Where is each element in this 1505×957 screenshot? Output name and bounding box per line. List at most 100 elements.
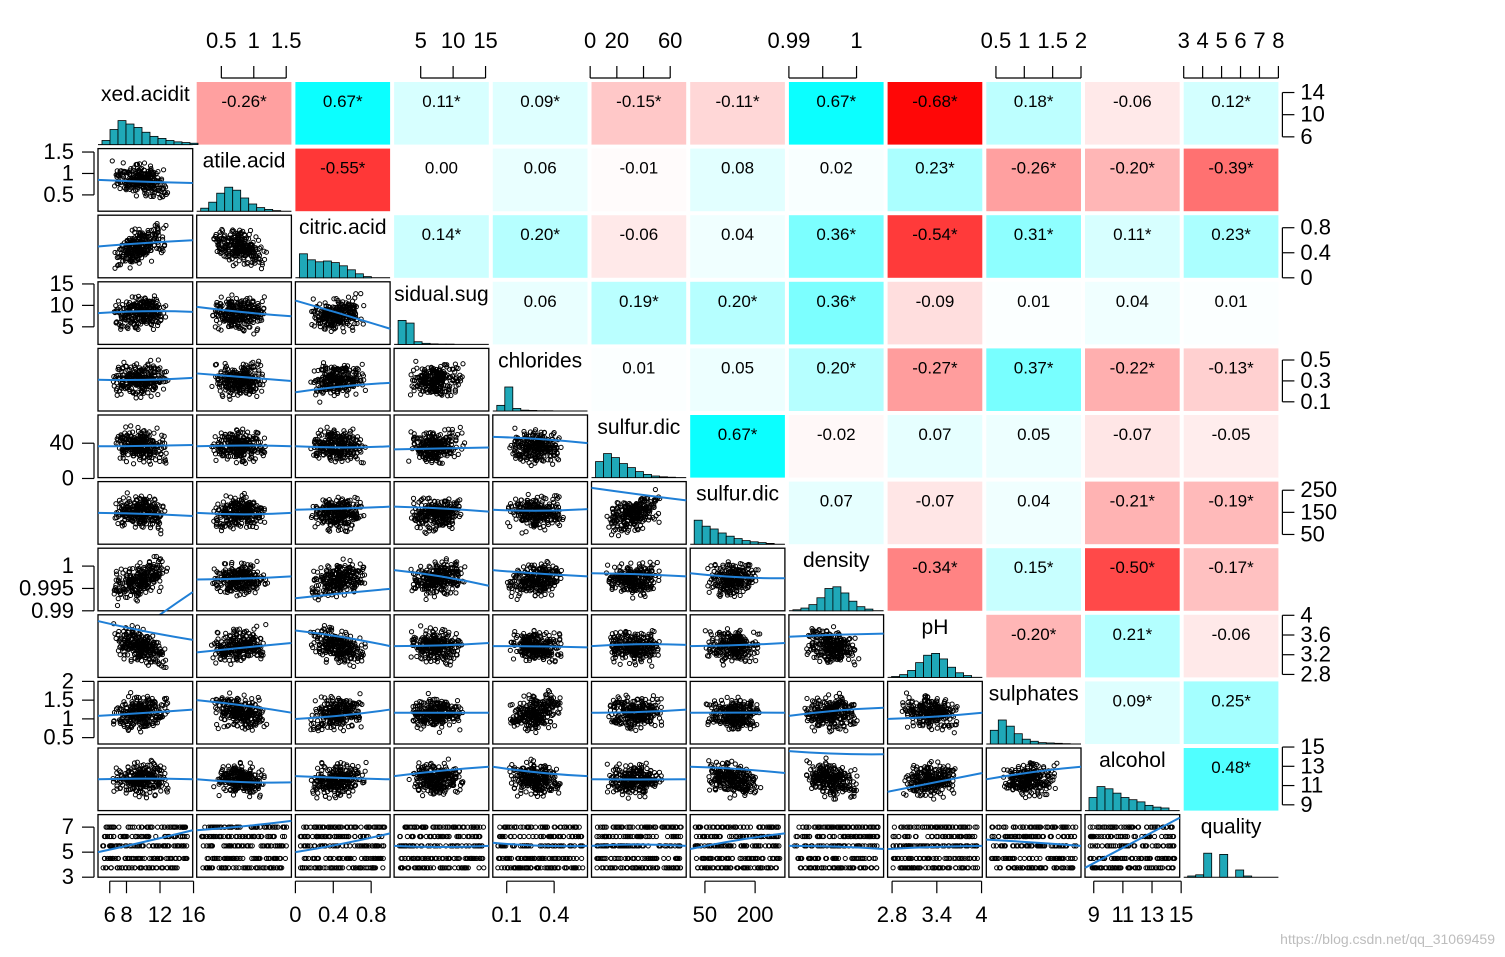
- point-2-1-149: [229, 255, 235, 262]
- point-2-0-259: [131, 249, 137, 256]
- point-1-0-258: [163, 191, 169, 198]
- point-1-0-252: [157, 185, 163, 191]
- point-1-0-202: [148, 193, 154, 200]
- corr-tile-4-5: [591, 348, 687, 411]
- corr-label-1-11: -0.39*: [1208, 159, 1254, 178]
- point-2-0-187: [127, 265, 133, 271]
- point-2-0-226: [128, 257, 134, 263]
- point-1-0-198: [138, 165, 145, 171]
- point-1-0-172: [133, 161, 139, 168]
- corr-label-1-2: -0.55*: [320, 159, 366, 178]
- scatter-panel-6-0: [97, 480, 194, 545]
- corr-tile-6-11: [1183, 481, 1279, 545]
- corr-tile-0-6: [690, 82, 785, 145]
- corr-label-8-9: -0.20*: [1011, 625, 1057, 644]
- corr-label-0-3: 0.11*: [422, 92, 461, 111]
- point-2-0-241: [124, 238, 131, 244]
- corr-tile-5-10: [1085, 415, 1180, 478]
- point-1-0-255: [114, 172, 120, 178]
- scatter-panel-6-1: [196, 480, 293, 545]
- point-2-1-127: [256, 259, 262, 265]
- point-2-1-165: [229, 228, 235, 234]
- corr-label-0-2: 0.67*: [323, 92, 363, 111]
- corr-tile-9-11: [1183, 681, 1279, 744]
- corr-label-2-3: 0.14*: [422, 225, 462, 244]
- point-2-0-166: [112, 265, 118, 271]
- corr-tile-4-7: [788, 348, 884, 411]
- corr-tile-4-11: [1183, 348, 1279, 411]
- point-1-0-250: [143, 175, 150, 182]
- point-2-0-147: [132, 226, 138, 232]
- corr-label-1-5: -0.01: [619, 159, 658, 178]
- point-1-0-199: [136, 161, 143, 167]
- corr-tile-1-10: [1085, 148, 1180, 212]
- corr-tile-4-8: [887, 348, 983, 411]
- point-1-0-236: [155, 175, 161, 181]
- corr-label-4-7: 0.20*: [816, 358, 856, 377]
- corr-label-0-4: 0.09*: [520, 92, 560, 111]
- corr-label-6-10: -0.21*: [1110, 492, 1156, 511]
- point-2-1-28: [258, 244, 264, 250]
- corr-tile-0-4: [492, 82, 588, 145]
- scatter-panel-5-2: [294, 414, 391, 479]
- corr-tile-5-11: [1183, 415, 1279, 478]
- corr-label-4-10: -0.22*: [1110, 358, 1156, 377]
- corr-label-8-10: 0.21*: [1112, 625, 1152, 644]
- corr-label-3-7: 0.36*: [816, 292, 856, 311]
- corr-tile-2-3: [394, 215, 489, 278]
- point-2-0-50: [122, 258, 128, 264]
- loess-line-5-2: [295, 445, 391, 449]
- point-1-0-220: [130, 165, 137, 171]
- point-2-0-106: [148, 258, 155, 264]
- corr-tile-0-2: [295, 82, 391, 145]
- point-1-0-251: [130, 172, 137, 178]
- point-2-0-175: [116, 262, 122, 268]
- corr-label-0-11: 0.12*: [1211, 92, 1251, 111]
- corr-label-1-8: 0.23*: [915, 159, 955, 178]
- corr-label-4-8: -0.27*: [912, 358, 958, 377]
- point-2-1-206: [231, 248, 237, 254]
- point-2-0-123: [112, 249, 118, 256]
- corr-label-0-8: -0.68*: [912, 92, 958, 111]
- corr-tile-2-11: [1183, 215, 1279, 278]
- corr-label-8-11: -0.06: [1212, 625, 1251, 644]
- corr-tile-3-11: [1183, 281, 1279, 345]
- corr-label-3-6: 0.20*: [718, 292, 758, 311]
- corr-label-0-5: -0.15*: [616, 92, 662, 111]
- point-2-1-141: [255, 237, 262, 243]
- corr-tile-3-10: [1085, 281, 1180, 345]
- scatter-panel-5-3: [393, 414, 490, 479]
- corr-label-4-6: 0.05: [721, 358, 754, 377]
- corr-tile-1-7: [788, 148, 884, 212]
- point-1-0-238: [153, 170, 159, 177]
- corr-label-0-6: -0.11*: [715, 92, 759, 111]
- point-2-1-112: [226, 257, 232, 263]
- corr-tile-2-8: [887, 215, 983, 278]
- corr-tile-1-11: [1183, 148, 1279, 212]
- point-1-0-105: [160, 194, 166, 200]
- corr-tile-9-10: [1085, 681, 1180, 744]
- corr-tile-2-10: [1085, 215, 1180, 278]
- point-2-1-123: [231, 228, 237, 234]
- corr-label-3-8: -0.09: [916, 292, 955, 311]
- corr-tile-0-8: [887, 82, 983, 145]
- corr-tile-0-9: [986, 82, 1081, 145]
- corr-label-2-10: 0.11*: [1113, 225, 1152, 244]
- point-2-0-11: [145, 227, 151, 234]
- corr-label-5-7: -0.02: [817, 425, 856, 444]
- point-2-0-227: [148, 247, 154, 254]
- point-2-0-252: [152, 222, 158, 229]
- corr-tile-2-7: [788, 215, 884, 278]
- point-2-1-180: [242, 252, 248, 258]
- corr-tile-3-9: [986, 281, 1081, 345]
- corr-label-2-5: -0.06: [619, 225, 658, 244]
- corr-tile-0-1: [196, 82, 292, 145]
- point-2-1-222: [241, 256, 247, 263]
- corr-label-10-11: 0.48*: [1211, 758, 1251, 777]
- corr-tile-3-8: [887, 281, 983, 345]
- point-2-1-184: [261, 248, 267, 254]
- corr-tile-3-7: [788, 281, 884, 345]
- point-2-0-225: [119, 253, 125, 259]
- corr-tile-1-6: [690, 148, 785, 212]
